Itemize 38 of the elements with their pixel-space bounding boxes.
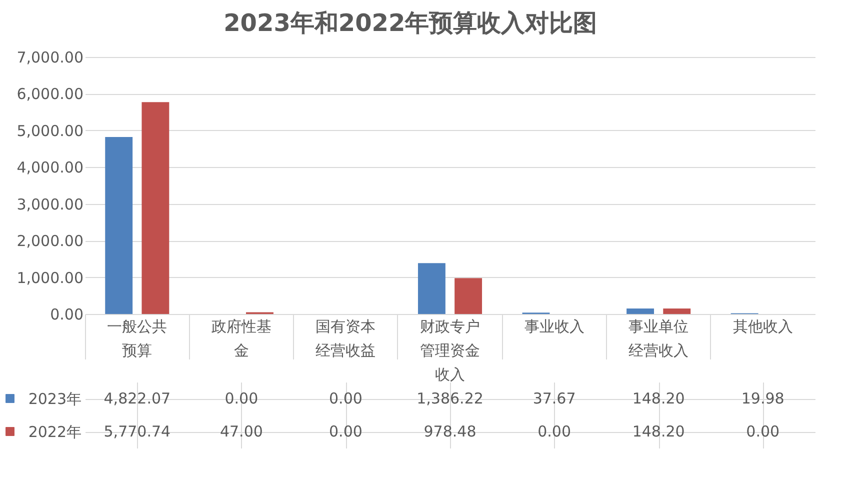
x-tick-label: 事业单位经营收入 xyxy=(628,318,689,360)
y-tick-label: 3,000.00 xyxy=(16,195,84,214)
bar xyxy=(105,136,133,314)
data-label: 4,822.07 xyxy=(104,390,171,408)
data-label: 0.00 xyxy=(329,422,362,440)
x-tick-label: 财政专户管理资金收入 xyxy=(420,318,480,384)
data-label: 1,386.22 xyxy=(416,390,484,408)
legend-label: 2022年 xyxy=(28,423,82,441)
data-label: 19.98 xyxy=(741,390,784,408)
bar xyxy=(142,102,170,314)
chart-title: 2023年和2022年预算收入对比图 xyxy=(224,9,598,37)
y-tick-label: 2,000.00 xyxy=(16,232,84,250)
y-tick-label: 6,000.00 xyxy=(16,85,84,104)
x-tick-label: 事业收入 xyxy=(524,318,584,336)
y-tick-label: 0.00 xyxy=(50,306,84,324)
y-tick-label: 4,000.00 xyxy=(16,158,84,177)
bar xyxy=(454,278,482,314)
data-label: 0.00 xyxy=(538,422,571,440)
data-label: 0.00 xyxy=(329,390,362,408)
y-tick-label: 7,000.00 xyxy=(16,48,84,66)
data-label: 5,770.74 xyxy=(104,422,171,440)
bar xyxy=(663,308,691,314)
x-tick-label: 政府性基金 xyxy=(211,318,272,360)
y-tick-label: 1,000.00 xyxy=(16,268,84,287)
data-label: 148.20 xyxy=(632,422,685,440)
bar xyxy=(626,308,654,314)
data-label: 0.00 xyxy=(746,422,780,440)
legend-label: 2023年 xyxy=(28,390,82,408)
data-label: 978.48 xyxy=(424,422,476,440)
data-label: 37.67 xyxy=(532,390,576,408)
x-tick-label: 一般公共预算 xyxy=(107,318,168,360)
x-tick-label: 其他收入 xyxy=(732,318,793,336)
x-tick-label: 国有资本经营收益 xyxy=(316,318,376,360)
data-label: 47.00 xyxy=(220,422,263,440)
data-label: 0.00 xyxy=(224,390,258,408)
y-tick-label: 5,000.00 xyxy=(16,122,84,140)
bar xyxy=(418,263,446,314)
data-label: 148.20 xyxy=(632,390,685,408)
